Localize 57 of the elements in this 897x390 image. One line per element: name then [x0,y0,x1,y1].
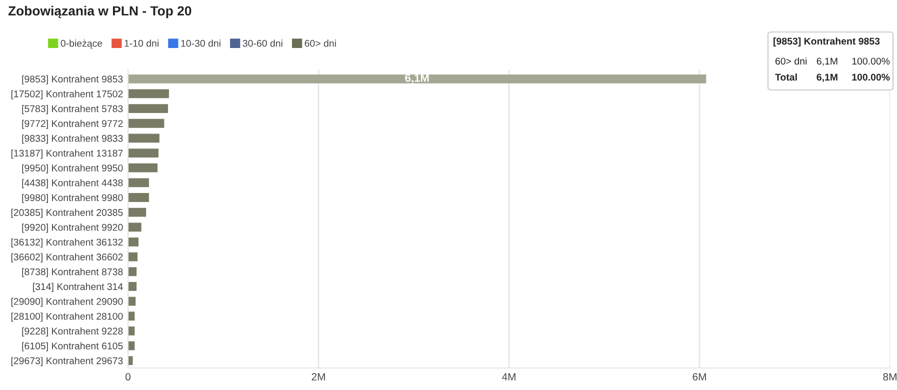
legend-label: 10-30 dni [181,40,220,47]
y-tick-label: [9950] Kontrahent 9950 [22,164,123,174]
bar [128,252,138,262]
bar [128,238,138,246]
bar [128,282,137,291]
text: [9853] Kontrahent 9853 [774,37,880,47]
chart-title: Zobowiązania w PLN - Top 20 [8,6,192,18]
text: 6,1M [816,58,838,66]
y-tick-label: [20385] Kontrahent 20385 [11,208,123,218]
y-tick-label: [8738] Kontrahent 8738 [22,268,123,278]
text: 60> dni [775,57,807,65]
bar [128,312,135,321]
bar [128,163,158,172]
y-tick-label: [9772] Kontrahent 9772 [22,120,123,129]
x-tick-label: 6M [692,373,706,381]
y-tick-label: [9228] Kontrahent 9228 [22,327,123,336]
y-tick-label: [36602] Kontrahent 36602 [11,253,123,262]
bar [128,104,168,113]
y-tick-label: [5783] Kontrahent 5783 [22,105,123,114]
bar [128,118,164,128]
bar [128,74,706,84]
bar [128,356,133,366]
bar [128,178,149,188]
bar [128,134,160,143]
y-tick-label: [29090] Kontrahent 29090 [11,298,123,307]
y-tick-label: [9833] Kontrahent 9833 [22,134,123,144]
text: 100.00% [852,58,890,65]
y-tick-label: [6105] Kontrahent 6105 [22,342,123,352]
bar [128,193,149,202]
bar [128,89,169,98]
y-tick-label: [314] Kontrahent 314 [33,282,123,292]
y-tick-label: [36132] Kontrahent 36132 [11,238,123,248]
legend-label: 1-10 dni [124,40,158,47]
annotation: 6,1M [816,74,838,82]
bar [128,267,137,276]
data-label: 6,1M [405,74,429,84]
bar [128,222,142,232]
x-tick-label: 4M [502,373,516,380]
x-tick-label: 2M [312,373,325,380]
legend-label: 60> dni [304,40,336,47]
bar [128,148,158,158]
y-tick-label: [17502] Kontrahent 17502 [11,90,123,100]
legend-label: 0-bieżące [60,40,102,49]
y-tick-label: [9853] Kontrahent 9853 [22,75,123,84]
y-tick-label: [4438] Kontrahent 4438 [22,179,123,188]
y-tick-label: [28100] Kontrahent 28100 [11,312,123,322]
bar [128,208,146,217]
y-tick-label: [13187] Kontrahent 13187 [11,150,123,159]
x-tick-label: 8M [883,373,896,381]
annotation: 100.00% [852,74,890,81]
y-tick-label: [9920] Kontrahent 9920 [22,224,123,233]
legend-label: 30-60 dni [242,40,282,47]
bar [128,326,135,336]
annotation: Total [775,73,797,81]
x-tick-label: 0 [126,373,130,381]
y-tick-label: [29673] Kontrahent 29673 [11,357,123,366]
y-tick-label: [9980] Kontrahent 9980 [22,194,123,204]
